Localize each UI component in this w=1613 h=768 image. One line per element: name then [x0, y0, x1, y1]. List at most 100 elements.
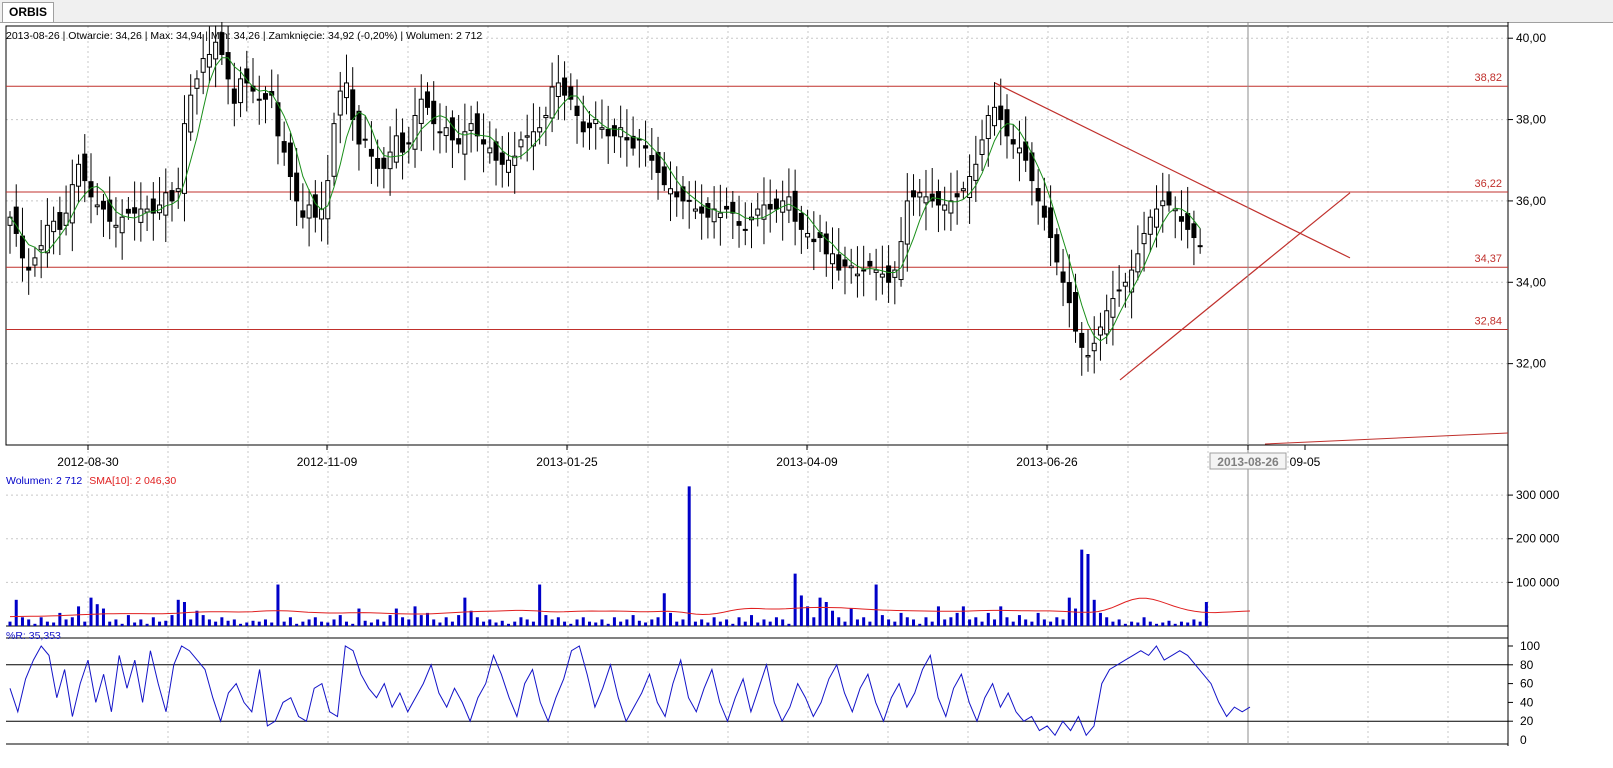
candle-body: [69, 184, 75, 224]
volume-bar: [743, 621, 747, 626]
candle-body: [213, 41, 219, 60]
candle-body: [1060, 271, 1066, 283]
volume-bar: [307, 619, 311, 626]
candle-body: [63, 212, 69, 226]
volume-bar: [419, 615, 423, 626]
volume-bar: [189, 619, 193, 626]
volume-header: Wolumen: 2 712 SMA[10]: 2 046,30: [6, 475, 176, 487]
candle-body: [954, 193, 960, 198]
volume-bar: [432, 619, 436, 626]
volume-bar: [924, 617, 928, 626]
candle-body: [786, 196, 792, 211]
volume-bar: [693, 621, 697, 626]
volume-bar: [930, 621, 934, 626]
volume-bar: [1042, 619, 1046, 626]
candle-body: [848, 265, 854, 269]
volume-bar: [20, 617, 24, 626]
volume-bar: [45, 621, 49, 626]
volume-bar: [288, 617, 292, 626]
volume-bar: [806, 606, 810, 626]
volume-bar: [450, 621, 454, 626]
volume-bar: [114, 619, 118, 626]
candle-body: [262, 93, 268, 100]
volume-bar: [1098, 612, 1102, 626]
volume-bar: [1204, 602, 1208, 626]
candle-body: [524, 135, 530, 138]
volume-bar: [538, 584, 542, 626]
tab-orbis[interactable]: ORBIS: [2, 2, 55, 22]
volume-bar: [151, 617, 155, 626]
candle-body: [100, 200, 106, 210]
volume-bar: [295, 623, 299, 626]
candle-body: [755, 208, 761, 216]
candle-body: [1048, 207, 1054, 239]
date-label: 2012-08-30: [57, 455, 119, 469]
candle-body: [294, 172, 300, 202]
candle-body: [7, 216, 13, 226]
volume-bar: [799, 595, 803, 626]
volume-bar: [787, 623, 791, 626]
candle-body: [1141, 232, 1147, 245]
candle-body: [811, 238, 817, 243]
candle-body: [836, 254, 842, 271]
candle-body: [487, 147, 493, 154]
volume-bar: [101, 608, 105, 626]
candle-body: [275, 102, 281, 137]
volume-bar: [52, 622, 56, 626]
candle-body: [319, 208, 325, 220]
volume-bar: [1011, 621, 1015, 626]
candle-body: [643, 145, 649, 149]
volume-bar: [905, 617, 909, 626]
candle-body: [711, 208, 717, 223]
candle-body: [1122, 281, 1128, 287]
volume-bar: [955, 612, 959, 626]
volume-bar: [619, 621, 623, 626]
volume-bar: [594, 622, 598, 626]
volume-bar: [1148, 621, 1152, 626]
candle-body: [562, 77, 568, 96]
volume-bar: [226, 620, 230, 626]
volume-bar: [681, 619, 685, 626]
candle-body: [1147, 216, 1153, 235]
candle-body: [169, 190, 175, 202]
candle-body: [287, 142, 293, 178]
candle-body: [375, 158, 381, 169]
volume-bar: [1186, 622, 1190, 626]
level-label: 36,22: [1474, 178, 1502, 190]
candle-body: [44, 224, 50, 254]
candle-body: [549, 86, 555, 119]
candle-body: [219, 32, 225, 55]
candle-body: [1073, 292, 1079, 332]
candle-body: [163, 192, 169, 216]
candle-body: [873, 269, 879, 273]
volume-bar: [33, 623, 37, 626]
volume-bar: [750, 615, 754, 626]
volume-bar: [182, 602, 186, 626]
price-tick-label: 36,00: [1516, 194, 1546, 208]
volume-bar: [207, 619, 211, 626]
candle-body: [761, 204, 767, 220]
cursor-date-label: 2013-08-26: [1217, 455, 1279, 469]
price-panel: 38,82 36,22 34,37 32,84: [6, 22, 1509, 744]
volume-bar: [1074, 608, 1078, 626]
moving-average-line: [9, 57, 1201, 342]
info-line: 2013-08-26 | Otwarcie: 34,26 | Max: 34,9…: [6, 30, 483, 42]
volume-bar: [64, 619, 68, 626]
volume-bar: [488, 619, 492, 626]
volume-bar: [1117, 619, 1121, 626]
volume-bar: [239, 623, 243, 626]
candle-body: [1116, 289, 1122, 292]
volume-bar: [145, 623, 149, 626]
candle-body: [767, 203, 773, 210]
candle-body: [730, 201, 736, 214]
trendline-up: [1119, 192, 1351, 381]
volume-bar: [1155, 623, 1159, 626]
chart-area[interactable]: 38,82 36,22 34,37 32,84 40,00 38,00 36,00 34,0…: [0, 22, 1613, 768]
volume-bar: [382, 621, 386, 626]
candle-body: [32, 257, 38, 266]
volume-bar: [949, 617, 953, 626]
candle-body: [1010, 139, 1016, 145]
candle-body: [530, 131, 536, 147]
candle-body: [923, 196, 929, 204]
price-frame: [5, 25, 1509, 446]
